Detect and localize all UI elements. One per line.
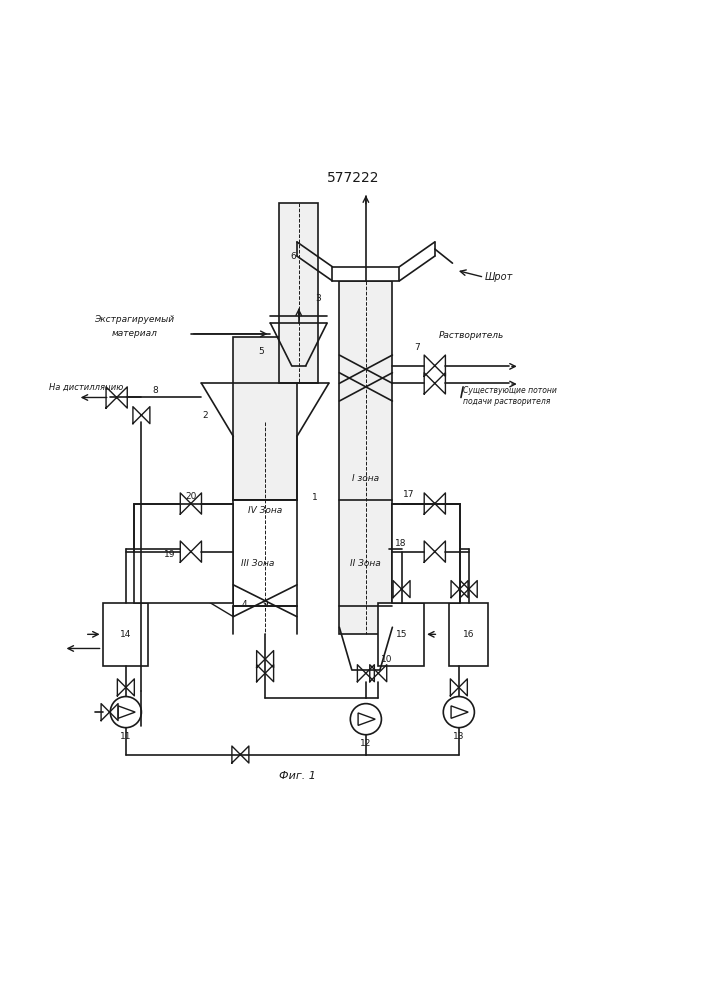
Text: 8: 8 [153,386,158,395]
Bar [339,281,392,634]
Text: 14: 14 [120,630,132,639]
Text: 6: 6 [291,252,296,261]
Bar [103,603,148,666]
Text: 5: 5 [259,347,264,356]
Text: 12: 12 [360,739,372,748]
Text: 7: 7 [414,343,420,352]
Text: 20: 20 [185,492,197,501]
Bar [392,504,460,603]
Polygon shape [451,706,468,718]
Text: 4: 4 [241,600,247,609]
Text: 10: 10 [381,655,393,664]
Text: 17: 17 [403,490,414,499]
Text: 15: 15 [396,630,407,639]
Text: 1: 1 [312,493,317,502]
Polygon shape [118,706,135,718]
Circle shape [350,704,381,735]
Text: Растворитель: Растворитель [438,331,503,340]
Text: 19: 19 [164,550,175,559]
Text: Фиг. 1: Фиг. 1 [279,771,315,781]
Text: На дистилляцию: На дистилляцию [49,382,124,391]
Text: Существующие потони: Существующие потони [463,386,557,395]
Circle shape [110,697,141,728]
Text: 3: 3 [315,294,321,303]
Bar [279,203,318,383]
Text: 2: 2 [202,411,208,420]
Text: 11: 11 [120,732,132,741]
Text: подачи растворителя: подачи растворителя [463,397,551,406]
Polygon shape [198,585,233,617]
Text: 577222: 577222 [327,171,380,185]
Text: Экстрагируемый: Экстрагируемый [94,315,175,324]
Text: Шрот: Шрот [484,272,513,282]
Text: II Зона: II Зона [351,559,381,568]
Text: I зона: I зона [352,474,380,483]
Circle shape [443,697,474,728]
Bar [332,267,399,281]
Bar [233,500,297,606]
Bar [134,504,233,603]
Text: 9: 9 [262,600,268,609]
Text: III Зона: III Зона [241,559,275,568]
Text: 13: 13 [453,732,464,741]
Bar [449,603,488,666]
Text: материал: материал [112,329,157,338]
Text: IV Зона: IV Зона [248,506,282,515]
Text: 18: 18 [395,539,407,548]
Polygon shape [358,713,375,725]
Bar [233,337,297,500]
Text: 16: 16 [463,630,474,639]
Bar [378,603,424,666]
